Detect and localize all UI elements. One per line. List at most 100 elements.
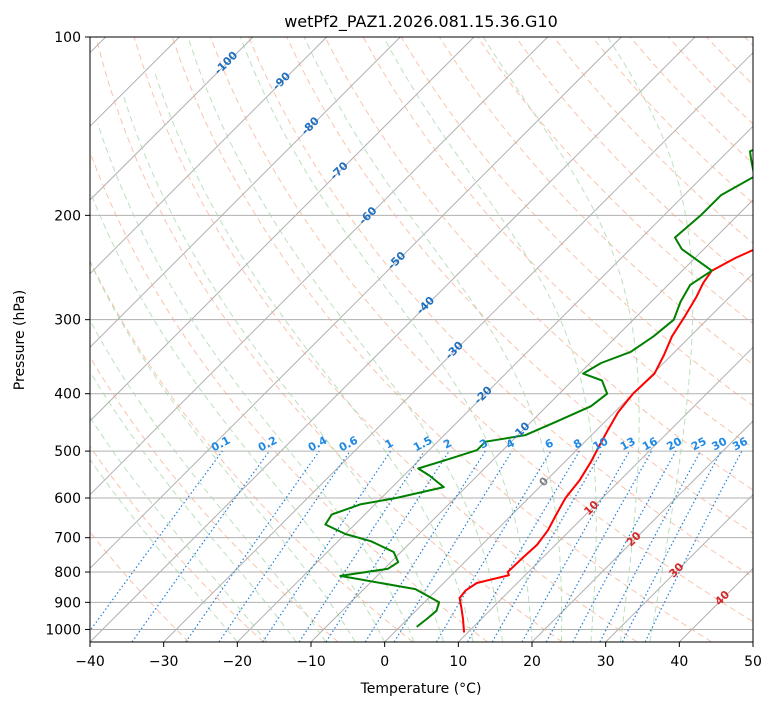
dry-adiabat-line <box>668 37 753 125</box>
moist-adiabat-line <box>97 123 415 642</box>
mixing-ratio-label: 36 <box>730 435 750 454</box>
isotherm-line <box>752 641 753 642</box>
isotherm-line <box>90 37 549 496</box>
moist-adiabat-line <box>90 260 356 642</box>
dry-adiabat-line <box>324 37 753 491</box>
line-labels: 0.1 0.2 0.4 0.6 1 1.5 2 3 4 6 8 10 13 16 20 25 30 36-100-… <box>209 48 750 608</box>
mixing-ratio-label: 2 <box>441 436 454 451</box>
x-tick-label: 20 <box>523 654 541 670</box>
x-tick-label: 40 <box>670 654 688 670</box>
mixing-ratio-line <box>131 450 270 642</box>
moist-adiabat-line <box>607 37 694 642</box>
x-tick-label: 0 <box>380 654 389 670</box>
mixing-ratio-label: 13 <box>618 435 638 454</box>
mixing-ratio-line <box>599 450 702 642</box>
isotherm-label: -10 <box>509 419 532 442</box>
isotherm-line <box>90 37 696 642</box>
isotherm-label: -50 <box>385 249 408 272</box>
isotherm-line <box>236 125 753 642</box>
y-tick-label: 100 <box>54 30 81 46</box>
x-tick-label: 30 <box>597 654 615 670</box>
moist-adiabat-line <box>122 94 445 642</box>
isotherm-line <box>90 37 475 422</box>
mixing-ratio-label: 20 <box>664 435 684 454</box>
mixing-ratio-line <box>393 450 513 642</box>
warm-isotherm-label: 0 <box>537 474 552 489</box>
dry-adiabat-line <box>90 150 488 642</box>
mixing-ratio-line <box>466 450 580 642</box>
y-tick-label: 300 <box>54 313 81 329</box>
mixing-ratio-line <box>325 450 450 642</box>
moist-adiabat-line <box>303 37 563 642</box>
isotherm-line <box>605 493 753 642</box>
isotherm-label: -90 <box>270 69 293 92</box>
x-axis: −40 −30 −20 −10 0 10 20 30 40 50 <box>75 642 762 670</box>
y-tick-label: 500 <box>54 444 81 460</box>
plot-frame <box>89 36 754 643</box>
y-tick-label: 700 <box>54 531 81 547</box>
isotherm-line <box>678 567 753 642</box>
mixing-ratio-label: 10 <box>591 435 611 454</box>
x-tick-label: −40 <box>75 654 105 670</box>
isotherm-label: -40 <box>414 294 437 317</box>
warm-isotherm-label: 10 <box>581 498 601 518</box>
moist-adiabat-line <box>90 370 297 642</box>
dry-adiabat-line <box>90 259 414 642</box>
isotherm-line <box>90 37 254 201</box>
moist-adiabat-line <box>482 37 640 642</box>
y-tick-label: 400 <box>54 387 81 403</box>
x-tick-label: −20 <box>223 654 253 670</box>
y-tick-label: 800 <box>54 565 81 581</box>
mixing-ratio-line <box>262 450 392 642</box>
isotherm-label: -30 <box>443 338 466 361</box>
dewpoint-profile-line <box>324 148 753 628</box>
isotherm-label: -70 <box>328 159 351 182</box>
isotherm-label: -20 <box>472 383 495 406</box>
x-axis-title: Temperature (°C) <box>360 681 482 697</box>
isotherm-line <box>90 37 622 570</box>
temperature-profile-line <box>458 248 753 633</box>
dry-adiabat-line <box>591 37 753 204</box>
dry-adiabat-line <box>171 37 712 642</box>
moist-adiabat-line <box>90 319 327 642</box>
mixing-ratio-line <box>545 450 653 642</box>
moist-adiabat-line <box>154 72 474 642</box>
x-tick-label: 10 <box>449 654 467 670</box>
moist-adiabat-line <box>187 37 503 642</box>
mixing-ratio-label: 6 <box>543 436 556 451</box>
dry-adiabat-line <box>744 37 753 47</box>
x-tick-label: −10 <box>296 654 326 670</box>
dry-adiabat-line <box>248 37 753 578</box>
dry-adiabat-line <box>706 37 753 86</box>
dry-adiabat-line <box>90 531 190 642</box>
mixing-ratio-label: 25 <box>689 435 709 454</box>
y-tick-label: 1000 <box>45 622 81 638</box>
x-tick-label: −30 <box>149 654 179 670</box>
isotherm-line <box>384 272 753 642</box>
mixing-ratio-label: 16 <box>640 435 660 454</box>
mixing-ratio-line <box>185 450 320 642</box>
dry-adiabat-line <box>210 37 753 623</box>
isotherm-line <box>457 346 753 642</box>
y-axis-title: Pressure (hPa) <box>12 290 28 390</box>
isotherm-label: -80 <box>299 114 322 137</box>
dry-adiabat-line <box>90 356 339 642</box>
y-axis: 1000 900 800 700 600 500 400 300 200 100 <box>45 30 90 638</box>
mixing-ratio-line <box>521 450 631 642</box>
dry-adiabat-line <box>90 445 264 642</box>
mixing-ratio-line <box>644 450 743 642</box>
chart-title: wetPf2_PAZ1.2026.081.15.36.G10 <box>284 12 558 32</box>
warm-isotherm-label: 20 <box>624 529 644 549</box>
isotherm-line <box>531 420 753 642</box>
dry-adiabat-line <box>553 37 753 244</box>
moist-adiabat-line <box>239 37 533 642</box>
isotherm-line <box>90 37 401 349</box>
moist-adiabat-line <box>383 37 597 642</box>
isotherm-label: -100 <box>212 48 241 77</box>
mixing-ratio-label: 30 <box>710 435 730 454</box>
mixing-ratio-line <box>218 450 351 642</box>
mixing-ratio-line <box>298 450 425 642</box>
isotherm-line <box>90 37 328 275</box>
mixing-ratio-line <box>90 450 223 632</box>
